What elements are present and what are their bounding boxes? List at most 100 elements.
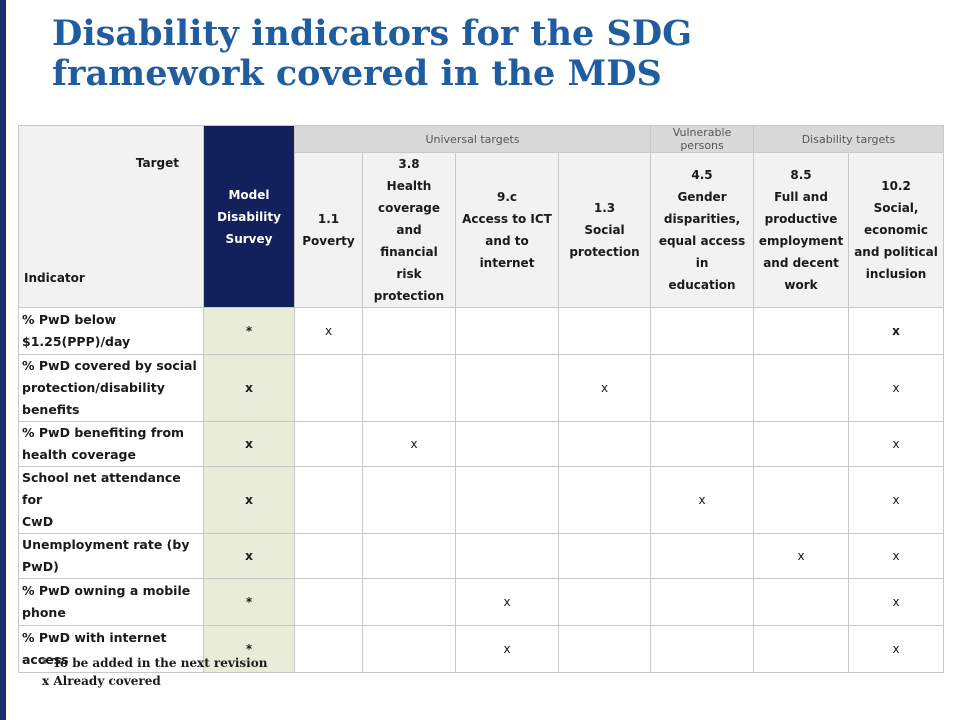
coverage-mark-cell: [557, 421, 652, 467]
coverage-mark-cell: [294, 625, 363, 673]
goal-header: 8.5 Full and productive employment and decen…: [753, 152, 850, 308]
goal-code: 1.3: [593, 201, 616, 215]
coverage-mark-cell: x: [848, 421, 945, 467]
goal-name-line: Health: [386, 179, 432, 193]
target-group-header: Vulnerable persons: [650, 125, 755, 153]
coverage-mark-cell: [753, 307, 850, 355]
goal-name-line: inclusion: [865, 267, 927, 281]
coverage-mark-cell: [557, 578, 652, 626]
indicator-label: % PwD benefiting from health coverage: [18, 421, 204, 467]
indicator-label: % PwD covered by social protection/disabi…: [18, 354, 204, 422]
coverage-mark-cell: [362, 466, 456, 534]
table-row: % PwD with internet access * x x: [18, 625, 945, 673]
footnote-asterisk: * To be added in the next revision: [42, 656, 268, 670]
indicator-label-line: access: [22, 652, 69, 667]
coverage-mark-cell: [294, 354, 363, 422]
coverage-mark-cell: [362, 354, 456, 422]
corner-target-label: Target: [135, 156, 179, 170]
goal-name-line: risk: [396, 267, 422, 281]
indicator-label: Unemployment rate (by PwD): [18, 533, 204, 579]
mds-header-line: Model: [228, 187, 270, 202]
sdg-indicator-table: Target Indicator Model Disability Survey Univ…: [18, 125, 945, 673]
coverage-mark-cell: [650, 354, 755, 422]
goal-header: 3.8 Health coverage and financial risk protect…: [362, 152, 456, 308]
target-group-header: Universal targets: [293, 125, 652, 153]
indicator-label-line: % PwD covered by social: [22, 358, 197, 373]
header-row-groups: Target Indicator Model Disability Survey Univ…: [18, 125, 945, 308]
target-group-header: Disability targets: [753, 125, 945, 153]
goal-code: 8.5: [790, 168, 812, 182]
goal-name-line: and political: [854, 245, 938, 259]
coverage-mark-cell: x: [848, 578, 945, 626]
goal-code: 1.1: [317, 212, 340, 226]
mds-header-line: Survey: [225, 231, 273, 246]
coverage-mark-cell: [294, 466, 363, 534]
coverage-mark-cell: [557, 307, 652, 355]
coverage-mark-cell: x: [362, 421, 456, 467]
goal-code: 4.5: [691, 168, 713, 182]
mds-coverage-cell: x: [203, 466, 295, 534]
coverage-mark-cell: [294, 421, 363, 467]
mds-coverage-cell: *: [203, 625, 295, 673]
coverage-mark-cell: x: [557, 354, 652, 422]
goal-header: 1.3 Social protection: [557, 152, 652, 308]
mds-coverage-cell: *: [203, 578, 295, 626]
indicator-label-line: $1.25(PPP)/day: [22, 334, 131, 349]
coverage-mark-cell: x: [294, 307, 363, 355]
table-row: Unemployment rate (by PwD) x x x: [18, 533, 945, 579]
goal-header: 10.2 Social, economic and political inclusio…: [848, 152, 945, 308]
footnote-x: x Already covered: [42, 674, 161, 688]
coverage-mark-cell: [650, 307, 755, 355]
coverage-mark-cell: x: [455, 625, 559, 673]
indicator-label-line: Unemployment rate (by: [22, 537, 190, 552]
coverage-mark-cell: x: [455, 578, 559, 626]
coverage-mark-cell: [557, 625, 652, 673]
table-row: % PwD owning a mobile phone * x x: [18, 578, 945, 626]
coverage-mark-cell: [294, 578, 363, 626]
indicator-label: % PwD with internet access: [18, 625, 204, 673]
goal-name-line: protection: [373, 289, 445, 303]
indicator-label: School net attendance for CwD: [18, 466, 204, 534]
mds-coverage-cell: x: [203, 533, 295, 579]
coverage-mark-cell: [753, 578, 850, 626]
goal-name-line: education: [668, 278, 736, 292]
title-line-2: framework covered in the MDS: [52, 53, 662, 94]
coverage-mark-cell: [362, 307, 456, 355]
coverage-mark-cell: x: [848, 533, 945, 579]
goal-name-line: employment: [758, 234, 844, 248]
coverage-mark-cell: [753, 354, 850, 422]
goal-name-line: productive: [764, 212, 838, 226]
indicator-label-line: CwD: [22, 514, 54, 529]
goal-header: 4.5 Gender disparities, equal access in educ…: [650, 152, 755, 308]
mds-coverage-cell: x: [203, 354, 295, 422]
coverage-mark-cell: [455, 533, 559, 579]
indicator-label-line: % PwD with internet: [22, 630, 167, 645]
coverage-mark-cell: [294, 533, 363, 579]
coverage-mark-cell: [650, 578, 755, 626]
coverage-mark-cell: [753, 466, 850, 534]
coverage-mark-cell: x: [848, 466, 945, 534]
table-row: % PwD benefiting from health coverage x x x: [18, 421, 945, 467]
coverage-mark-cell: [753, 421, 850, 467]
coverage-mark-cell: [650, 625, 755, 673]
goal-name-line: coverage: [377, 201, 441, 215]
indicator-label-line: % PwD owning a mobile: [22, 583, 191, 598]
indicator-label-line: phone: [22, 605, 66, 620]
coverage-mark-cell: [455, 354, 559, 422]
goal-name-line: Gender: [677, 190, 727, 204]
goal-name-line: and: [396, 223, 422, 237]
coverage-mark-cell: [362, 625, 456, 673]
goal-name-line: Full and: [774, 190, 828, 204]
coverage-mark-cell: x: [848, 625, 945, 673]
coverage-mark-cell: [362, 578, 456, 626]
indicator-label-line: School net attendance for: [22, 470, 181, 507]
goal-name-line: Social,: [873, 201, 919, 215]
table-row: School net attendance for CwD x x x: [18, 466, 945, 534]
mds-coverage-cell: x: [203, 421, 295, 467]
mds-header-line: Disability: [217, 209, 281, 224]
goal-name-line: disparities,: [663, 212, 741, 226]
corner-header: Target Indicator: [18, 125, 204, 308]
corner-indicator-label: Indicator: [24, 271, 85, 285]
coverage-mark-cell: x: [753, 533, 850, 579]
indicator-label-line: health coverage: [22, 447, 136, 462]
